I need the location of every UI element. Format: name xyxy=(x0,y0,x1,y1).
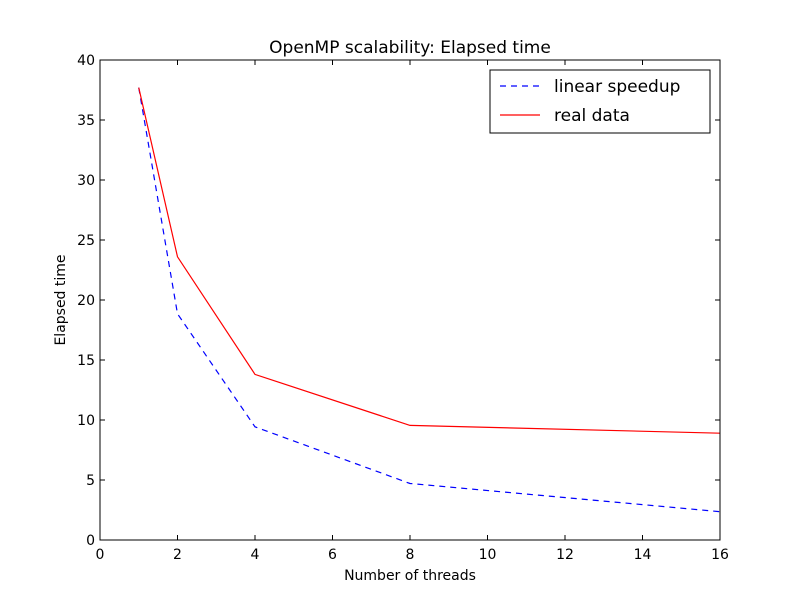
x-tick-label: 10 xyxy=(479,547,497,563)
chart-title: OpenMP scalability: Elapsed time xyxy=(269,38,551,58)
legend-label-real-data: real data xyxy=(554,106,630,126)
y-tick-label: 20 xyxy=(77,293,95,309)
x-axis-title: Number of threads xyxy=(344,568,476,584)
plot-frame xyxy=(99,59,721,541)
x-tick-label: 8 xyxy=(406,547,415,563)
series-line-linear-speedup xyxy=(138,87,721,513)
y-tick-label: 15 xyxy=(77,353,95,369)
series-line-real-data xyxy=(138,87,721,434)
y-tick-label: 35 xyxy=(77,113,95,129)
axes-layer: 0 2 4 6 8 10 12 14 16 0 5 10 15 20 25 30 35 40 xyxy=(77,53,729,563)
y-tick-label: 10 xyxy=(77,413,95,429)
x-tick-label: 16 xyxy=(711,547,729,563)
y-tick-label: 5 xyxy=(86,473,95,489)
legend-box xyxy=(489,69,711,134)
x-tick-label: 2 xyxy=(173,547,182,563)
x-tick-label: 0 xyxy=(96,547,105,563)
x-tick-label: 12 xyxy=(556,547,574,563)
legend: linear speedup real data xyxy=(489,69,711,134)
plot-area xyxy=(100,60,720,540)
legend-label-linear-speedup: linear speedup xyxy=(554,77,680,97)
y-tick-label: 30 xyxy=(77,173,95,189)
y-tick-label: 0 xyxy=(86,533,95,549)
y-tick-label: 40 xyxy=(77,53,95,69)
x-tick-label: 14 xyxy=(634,547,652,563)
y-tick-label: 25 xyxy=(77,233,95,249)
y-axis-title: Elapsed time xyxy=(53,254,69,345)
x-tick-label: 4 xyxy=(251,547,260,563)
x-tick-label: 6 xyxy=(328,547,337,563)
series-layer xyxy=(138,87,721,513)
